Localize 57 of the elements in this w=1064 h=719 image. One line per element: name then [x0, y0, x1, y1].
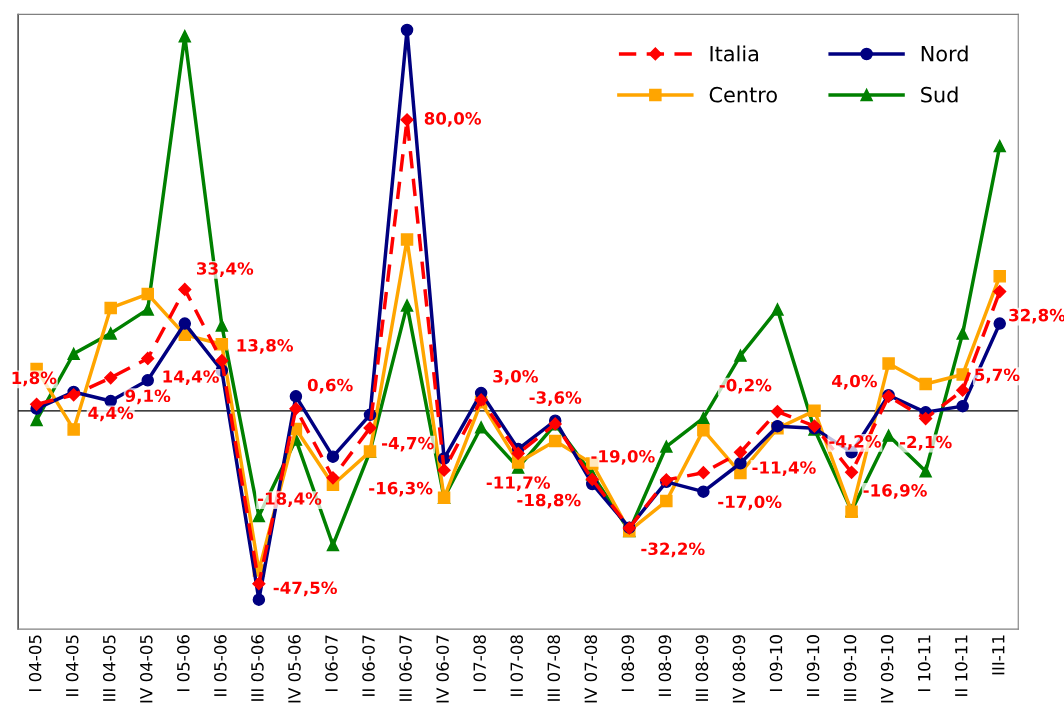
x-tick-label: III 08-09 — [695, 635, 709, 701]
x-tick-label: II 04-05 — [65, 635, 79, 696]
data-label: -18,8% — [517, 493, 581, 509]
x-tick-label: IV 04-05 — [139, 635, 153, 703]
x-tick-label: IV 05-06 — [288, 635, 301, 703]
x-tick-label: II 09-10 — [806, 635, 820, 696]
x-tick-label: I 08-09 — [621, 635, 635, 691]
data-label: -47,5% — [273, 581, 337, 597]
data-label: 1,8% — [12, 371, 57, 387]
x-tick-label: IV 08-09 — [732, 635, 746, 703]
legend-label: Sud — [921, 86, 958, 103]
data-label: -4,2% — [829, 435, 882, 450]
x-tick-label: III-11 — [992, 635, 1005, 675]
x-tick-label: I 06-07 — [325, 635, 338, 691]
data-label: 13,8% — [237, 339, 293, 354]
x-tick-label: II 07-08 — [510, 635, 523, 696]
legend-label: Nord — [921, 45, 968, 62]
x-tick-label: II 06-07 — [362, 635, 375, 696]
x-tick-label: I 05-06 — [177, 635, 190, 691]
x-tick-label: IV 07-08 — [584, 635, 598, 703]
x-tick-label: I 09-10 — [769, 635, 783, 691]
data-label: 3,0% — [493, 369, 538, 385]
data-label: -3,6% — [529, 391, 582, 406]
data-label: -2,1% — [899, 435, 952, 451]
data-label: 4,4% — [88, 406, 134, 422]
legend-label: Centro — [709, 86, 777, 103]
data-label: -4,7% — [382, 436, 434, 452]
data-label: 0,6% — [307, 378, 353, 394]
x-tick-label: II 05-06 — [214, 635, 227, 696]
data-label: 9,1% — [125, 389, 171, 405]
x-tick-label: IV 09-10 — [880, 635, 894, 703]
x-tick-label: I 07-08 — [473, 635, 486, 691]
x-tick-label: III 09-10 — [843, 635, 857, 701]
x-tick-label: III 05-06 — [251, 635, 264, 701]
data-label: -32,2% — [641, 542, 705, 558]
x-tick-label: II 08-09 — [658, 635, 672, 696]
data-label: 4,0% — [832, 374, 877, 390]
data-label: 14,4% — [163, 370, 219, 385]
data-label: 33,4% — [197, 262, 254, 277]
legend-label: Italia — [710, 45, 759, 62]
data-label: 5,7% — [975, 368, 1020, 384]
x-tick-label: III 07-08 — [547, 635, 561, 701]
x-tick-label: I 04-05 — [28, 635, 42, 691]
data-label: -17,0% — [718, 495, 782, 511]
x-tick-label: I 10-11 — [917, 635, 931, 691]
data-label: -11,4% — [752, 461, 816, 476]
data-label: -16,9% — [863, 484, 927, 499]
data-label: -11,7% — [486, 476, 551, 491]
x-tick-label: III 06-07 — [399, 635, 412, 701]
data-label: -16,3% — [369, 481, 433, 497]
data-label: -18,4% — [258, 492, 322, 507]
data-label: 80,0% — [424, 112, 481, 127]
x-tick-label: IV 06-07 — [436, 635, 449, 703]
data-label: -0,2% — [719, 378, 772, 394]
x-tick-label: II 10-11 — [954, 635, 968, 696]
data-label: -19,0% — [591, 449, 655, 465]
x-tick-label: III 04-05 — [102, 635, 116, 701]
